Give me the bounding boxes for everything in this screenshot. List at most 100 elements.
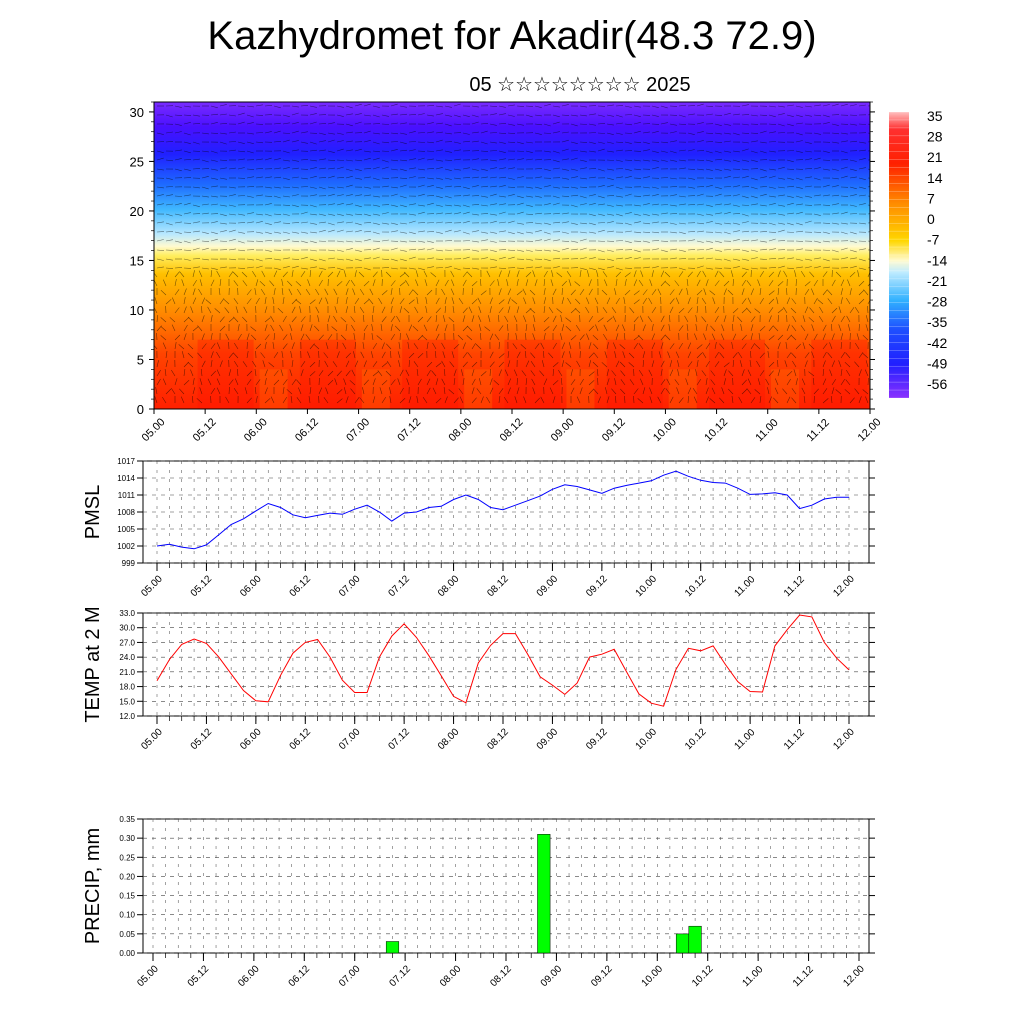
wind-vector — [516, 279, 519, 287]
wind-vector — [504, 315, 509, 323]
wind-vector — [417, 141, 426, 143]
wind-vector — [444, 266, 452, 269]
wind-vector — [552, 368, 554, 377]
wind-vector — [606, 132, 614, 135]
wind-vector — [523, 315, 527, 323]
wind-vector — [804, 105, 812, 108]
wind-vector — [867, 177, 870, 179]
wind-vector — [516, 270, 520, 278]
wind-vector — [611, 388, 617, 395]
y-tick-label: 18.0 — [119, 683, 135, 692]
x-tick-label: 05.12 — [191, 416, 219, 444]
wind-vector — [154, 272, 158, 278]
wind-vector — [192, 378, 195, 386]
wind-vector — [315, 306, 320, 314]
wind-vector — [534, 279, 538, 287]
wind-vector — [489, 213, 497, 216]
wind-vector — [831, 103, 839, 107]
wind-vector — [849, 271, 856, 278]
wind-vector — [408, 324, 413, 332]
wind-vector — [381, 159, 389, 163]
wind-vector — [678, 288, 683, 296]
wind-vector — [768, 361, 775, 368]
x-tick-label: 09.12 — [600, 416, 628, 444]
wind-vector — [350, 280, 356, 287]
wind-vector — [639, 315, 644, 323]
wind-vector — [309, 258, 317, 262]
x-tick-label: 08.12 — [498, 416, 526, 444]
wind-vector — [351, 369, 356, 377]
wind-vector — [615, 204, 623, 207]
wind-vector — [723, 288, 727, 296]
wind-vector — [471, 230, 479, 233]
wind-vector — [732, 213, 741, 215]
wind-vector — [183, 297, 186, 305]
wind-vector — [405, 279, 410, 287]
wind-vector — [696, 257, 704, 260]
wind-vector — [795, 177, 803, 181]
wind-vector — [324, 288, 329, 296]
wind-vector — [811, 324, 815, 332]
wind-vector — [561, 231, 569, 234]
y-tick-label: 0 — [137, 402, 144, 417]
wind-vector — [417, 316, 424, 323]
wind-vector — [183, 212, 191, 215]
wind-vector — [417, 211, 425, 215]
wind-vector — [458, 298, 464, 305]
wind-vector — [801, 378, 806, 386]
wind-vector — [282, 132, 291, 134]
wind-vector — [237, 324, 240, 332]
wind-vector — [685, 378, 689, 386]
wind-vector — [514, 396, 518, 404]
wind-vector — [732, 222, 740, 225]
wind-vector — [657, 288, 662, 296]
wind-vector — [516, 231, 524, 235]
wind-vector — [444, 150, 452, 153]
wind-vector — [613, 342, 617, 350]
wind-vector — [597, 148, 605, 152]
wind-vector — [606, 195, 615, 197]
wind-vector — [567, 297, 572, 305]
wind-vector — [624, 257, 632, 260]
wind-vector — [417, 193, 425, 197]
wind-vector — [264, 176, 272, 179]
wind-vector — [162, 396, 167, 404]
wind-vector — [687, 351, 692, 359]
wind-vector — [624, 267, 633, 269]
wind-vector — [651, 203, 659, 206]
wind-vector — [453, 158, 461, 161]
wind-vector — [498, 288, 502, 296]
wind-vector — [273, 267, 281, 270]
wind-vector — [210, 132, 219, 134]
wind-vector — [444, 105, 452, 108]
wind-vector — [678, 159, 686, 162]
wind-vector — [390, 122, 398, 125]
wind-vector — [246, 341, 248, 350]
wind-vector — [687, 297, 691, 305]
wind-vector — [300, 105, 309, 107]
wind-vector — [660, 141, 669, 144]
wind-vector — [277, 307, 284, 314]
wind-vector — [333, 288, 338, 296]
wind-vector — [460, 369, 464, 377]
wind-vector — [516, 290, 523, 296]
wind-vector — [588, 113, 596, 116]
y-tick-label: 10 — [130, 303, 144, 318]
wind-vector — [777, 281, 784, 287]
wind-vector — [201, 231, 209, 234]
wind-vector — [290, 333, 293, 341]
wind-vector — [804, 150, 812, 153]
x-tick-label: 08.12 — [485, 726, 511, 752]
wind-vector — [246, 289, 252, 296]
wind-vector — [389, 387, 392, 395]
wind-vector — [156, 369, 161, 377]
wind-vector — [435, 231, 443, 234]
wind-vector — [291, 186, 299, 189]
wind-vector — [786, 104, 794, 107]
wind-vector — [444, 177, 452, 180]
wind-vector — [471, 204, 480, 206]
wind-vector — [291, 222, 300, 224]
x-tick-label: 07.00 — [337, 726, 363, 752]
wind-vector — [354, 258, 362, 262]
wind-vector — [606, 266, 614, 269]
